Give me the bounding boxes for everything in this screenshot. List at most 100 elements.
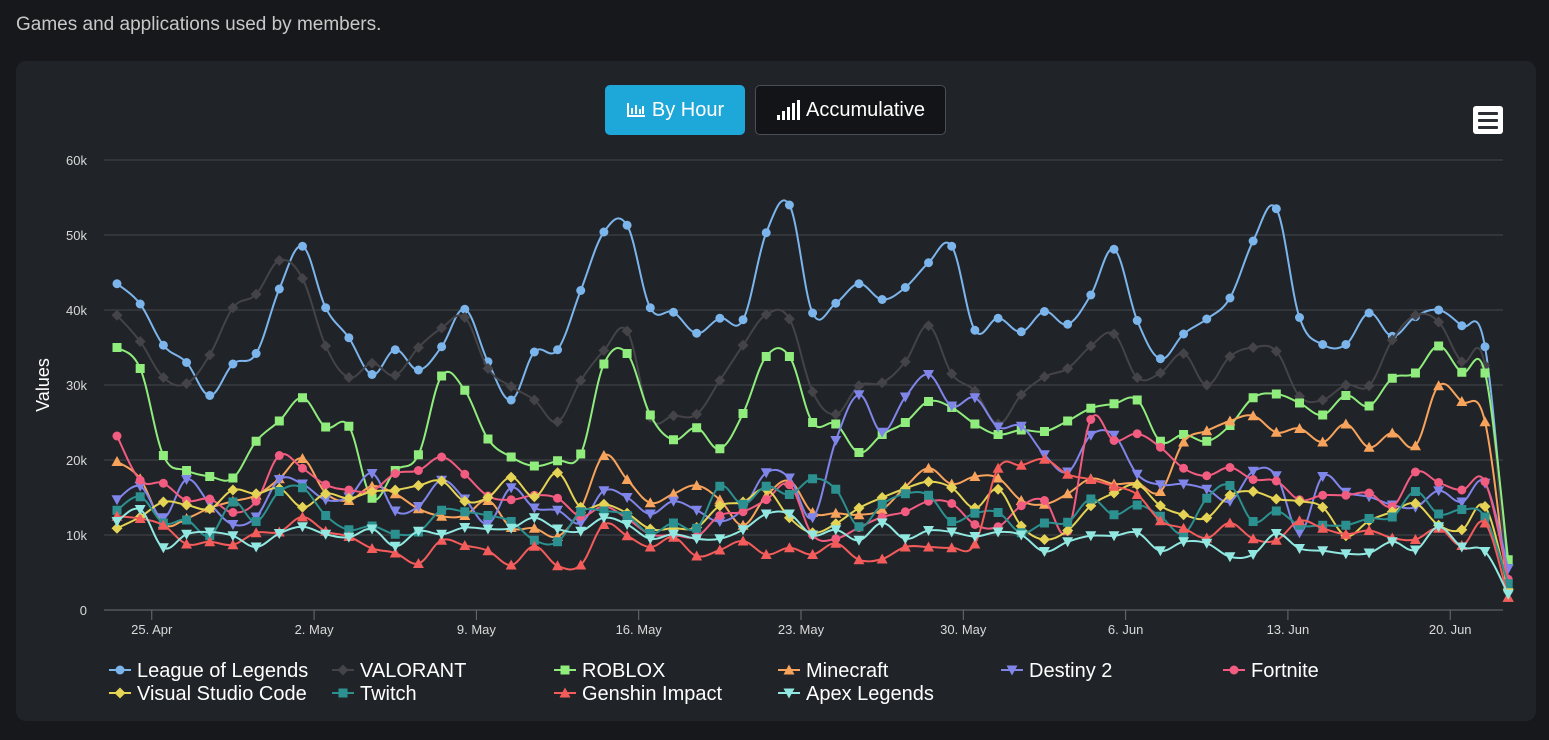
data-point-genshin-impact[interactable]: [946, 542, 958, 553]
data-point-twitch[interactable]: [437, 505, 447, 515]
data-point-twitch[interactable]: [321, 511, 331, 520]
data-point-roblox[interactable]: [1063, 416, 1073, 426]
data-point-twitch[interactable]: [1364, 514, 1374, 523]
data-point-genshin-impact[interactable]: [783, 542, 795, 553]
data-point-fortnite[interactable]: [947, 499, 957, 508]
data-point-apex-legends[interactable]: [1154, 546, 1166, 557]
data-point-visual-studio-code[interactable]: [296, 501, 308, 513]
data-point-roblox[interactable]: [599, 359, 609, 369]
data-point-fortnite[interactable]: [1086, 415, 1096, 424]
data-point-apex-legends[interactable]: [181, 529, 193, 540]
data-point-genshin-impact[interactable]: [1062, 468, 1074, 479]
legend-item-twitch[interactable]: Twitch: [332, 683, 417, 705]
data-point-visual-studio-code[interactable]: [1409, 498, 1421, 509]
data-point-league-of-legends[interactable]: [1155, 354, 1165, 364]
data-point-visual-studio-code[interactable]: [1154, 500, 1166, 512]
data-point-league-of-legends[interactable]: [1225, 293, 1235, 303]
data-point-fortnite[interactable]: [1248, 475, 1258, 484]
data-point-apex-legends[interactable]: [111, 517, 123, 527]
data-point-roblox[interactable]: [784, 352, 794, 361]
data-point-roblox[interactable]: [228, 473, 238, 483]
data-point-apex-legends[interactable]: [482, 524, 494, 535]
data-point-genshin-impact[interactable]: [830, 537, 842, 548]
data-point-league-of-legends[interactable]: [205, 391, 215, 400]
data-point-apex-legends[interactable]: [528, 513, 540, 524]
data-point-minecraft[interactable]: [1386, 427, 1398, 438]
data-point-twitch[interactable]: [576, 507, 586, 517]
data-point-fortnite[interactable]: [1480, 477, 1490, 487]
data-point-league-of-legends[interactable]: [1248, 236, 1258, 246]
data-point-genshin-impact[interactable]: [575, 559, 587, 570]
data-point-apex-legends[interactable]: [273, 529, 285, 539]
data-point-apex-legends[interactable]: [436, 529, 448, 540]
data-point-valorant[interactable]: [1456, 356, 1468, 368]
data-point-twitch[interactable]: [645, 529, 655, 538]
data-point-twitch[interactable]: [1248, 517, 1258, 526]
data-point-valorant[interactable]: [946, 368, 958, 380]
data-point-apex-legends[interactable]: [1015, 530, 1027, 541]
data-point-twitch[interactable]: [1063, 517, 1073, 527]
data-point-destiny-2[interactable]: [667, 496, 679, 507]
data-point-genshin-impact[interactable]: [1154, 515, 1166, 526]
data-point-minecraft[interactable]: [1479, 416, 1491, 427]
data-point-valorant[interactable]: [1247, 342, 1259, 353]
data-point-apex-legends[interactable]: [366, 524, 378, 535]
data-point-valorant[interactable]: [737, 339, 749, 351]
data-point-apex-legends[interactable]: [1270, 529, 1282, 539]
data-point-valorant[interactable]: [1062, 363, 1074, 374]
data-point-twitch[interactable]: [1410, 487, 1420, 496]
data-point-league-of-legends[interactable]: [1202, 314, 1212, 324]
data-point-minecraft[interactable]: [992, 472, 1004, 483]
data-point-apex-legends[interactable]: [969, 532, 981, 542]
data-point-roblox[interactable]: [205, 472, 215, 481]
data-point-genshin-impact[interactable]: [969, 538, 981, 549]
data-point-league-of-legends[interactable]: [808, 308, 818, 318]
data-point-league-of-legends[interactable]: [321, 303, 331, 313]
data-point-fortnite[interactable]: [1341, 490, 1351, 500]
data-point-apex-legends[interactable]: [899, 534, 911, 545]
data-point-roblox[interactable]: [506, 452, 516, 462]
data-point-valorant[interactable]: [459, 312, 471, 323]
data-point-genshin-impact[interactable]: [505, 559, 517, 570]
data-point-visual-studio-code[interactable]: [1178, 509, 1190, 521]
data-point-visual-studio-code[interactable]: [1201, 512, 1213, 524]
data-point-roblox[interactable]: [808, 418, 818, 427]
data-point-valorant[interactable]: [320, 340, 332, 352]
data-point-destiny-2[interactable]: [1433, 486, 1445, 497]
legend-item-league-of-legends[interactable]: League of Legends: [109, 660, 308, 682]
data-point-fortnite[interactable]: [1271, 476, 1281, 486]
data-point-valorant[interactable]: [436, 322, 448, 334]
data-point-valorant[interactable]: [1201, 379, 1213, 391]
data-point-visual-studio-code[interactable]: [181, 499, 193, 511]
data-point-fortnite[interactable]: [297, 463, 307, 473]
data-point-fortnite[interactable]: [251, 496, 261, 506]
data-point-genshin-impact[interactable]: [598, 519, 610, 529]
data-point-league-of-legends[interactable]: [228, 359, 238, 369]
data-point-roblox[interactable]: [1318, 410, 1328, 420]
data-point-fortnite[interactable]: [1016, 501, 1026, 511]
data-point-roblox[interactable]: [344, 421, 354, 431]
data-point-roblox[interactable]: [529, 461, 539, 471]
data-point-league-of-legends[interactable]: [1039, 307, 1049, 316]
data-point-twitch[interactable]: [831, 484, 841, 494]
data-point-fortnite[interactable]: [784, 480, 794, 490]
data-point-genshin-impact[interactable]: [621, 530, 633, 541]
data-point-fortnite[interactable]: [715, 511, 725, 520]
data-point-league-of-legends[interactable]: [761, 228, 771, 238]
data-point-twitch[interactable]: [970, 508, 980, 518]
data-point-fortnite[interactable]: [1132, 429, 1142, 439]
data-point-apex-legends[interactable]: [691, 534, 703, 545]
data-point-fortnite[interactable]: [274, 451, 284, 460]
data-point-minecraft[interactable]: [969, 471, 981, 481]
data-point-minecraft[interactable]: [1363, 441, 1375, 452]
data-point-fortnite[interactable]: [1318, 490, 1328, 500]
data-point-apex-legends[interactable]: [505, 523, 517, 534]
data-point-league-of-legends[interactable]: [854, 279, 864, 289]
data-point-apex-legends[interactable]: [807, 530, 819, 541]
data-point-minecraft[interactable]: [1433, 380, 1445, 391]
data-point-minecraft[interactable]: [436, 510, 448, 521]
data-point-fortnite[interactable]: [321, 480, 331, 490]
data-point-apex-legends[interactable]: [1131, 528, 1143, 539]
data-point-apex-legends[interactable]: [1062, 537, 1074, 548]
data-point-minecraft[interactable]: [1247, 410, 1259, 421]
